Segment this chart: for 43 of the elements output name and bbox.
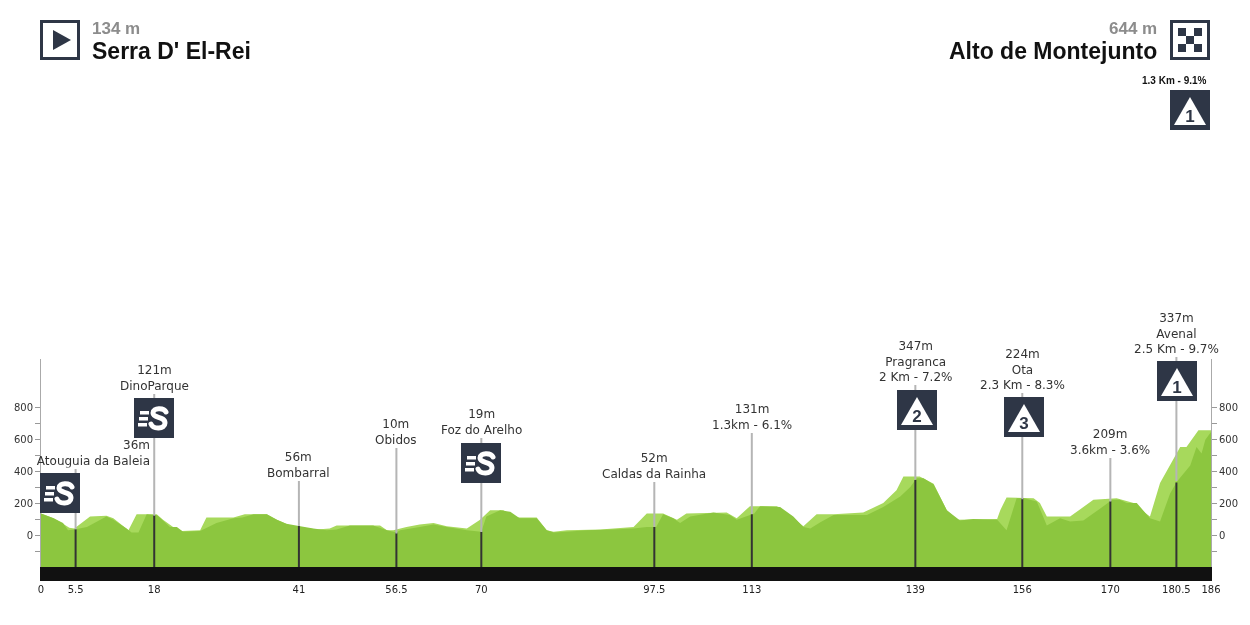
annotation: 52m Caldas da Rainha	[602, 451, 707, 481]
annotation: 224m Ota 2.3 Km - 8.3%	[980, 347, 1065, 393]
annotation: 36m Atouguia da Baleia	[36, 438, 150, 468]
x-tick-label: 70	[474, 584, 488, 595]
text: 1.3 Km - 9.1%	[1142, 75, 1207, 86]
x-tick-label: 180.5	[1162, 584, 1191, 595]
y2-tick-label: 200	[1219, 497, 1239, 509]
text: Alto de Montejunto	[949, 38, 1158, 64]
y2-tick-label: 600	[1219, 433, 1239, 445]
annotation: 19m Foz do Arelho	[441, 407, 523, 437]
text: 1	[1185, 106, 1195, 126]
y2-tick-label: 800	[1219, 401, 1239, 413]
text: 644 m	[1109, 19, 1158, 38]
annotation: 121m DinoParque	[120, 363, 189, 393]
x-tick-label: 156	[1012, 584, 1032, 595]
annotation: 1	[1172, 377, 1182, 397]
annotation: 10m Obidos	[375, 417, 417, 447]
annotation: 56m Bombarral	[267, 450, 330, 480]
annotation: 2	[912, 406, 922, 426]
x-tick-label: 139	[905, 584, 925, 595]
y-tick-label: 200	[13, 497, 33, 509]
y2-tick-label: 0	[1219, 529, 1226, 541]
y-tick-label: 600	[13, 433, 33, 445]
annotation: 3	[1019, 413, 1029, 433]
x-tick-label: 41	[292, 584, 306, 595]
x-tick-label: 0	[37, 584, 45, 595]
y2-tick-label: 400	[1219, 465, 1239, 477]
x-tick-label: 97.5	[643, 584, 666, 595]
x-tick-label: 170	[1100, 584, 1120, 595]
y-tick-label: 0	[26, 529, 33, 541]
x-tick-label: 5.5	[67, 584, 84, 595]
x-tick-label: 56.5	[385, 584, 408, 595]
annotation: 131m 1.3km - 6.1%	[712, 402, 793, 432]
annotation: 209m 3.6km - 3.6%	[1070, 427, 1151, 457]
x-tick-label: 186	[1201, 584, 1221, 595]
y-tick-label: 800	[13, 401, 33, 413]
text: Serra D' El-Rei	[92, 38, 251, 64]
text: 134 m	[92, 19, 141, 38]
annotation: 337m Avenal 2.5 Km - 9.7%	[1134, 311, 1219, 357]
x-tick-label: 113	[742, 584, 762, 595]
annotation: 347m Pragranca 2 Km - 7.2%	[879, 339, 953, 385]
x-tick-label: 18	[147, 584, 161, 595]
y-tick-label: 400	[13, 465, 33, 477]
